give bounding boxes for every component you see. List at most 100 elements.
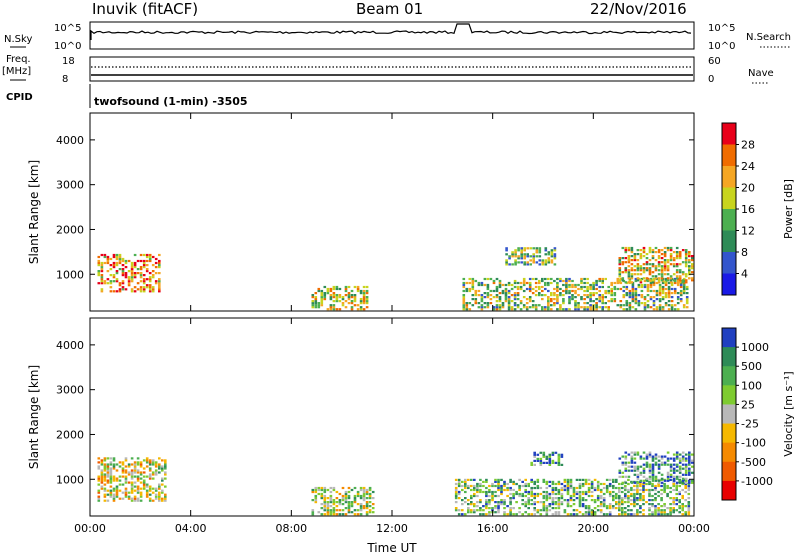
range-cell	[568, 292, 571, 295]
range-cell	[488, 511, 491, 514]
range-cell	[643, 285, 647, 289]
range-cell	[483, 302, 487, 305]
range-cell	[587, 482, 591, 486]
range-cell	[536, 486, 540, 490]
range-cell	[329, 511, 333, 514]
range-cell	[121, 272, 125, 275]
range-cell	[633, 269, 637, 272]
range-cell	[350, 308, 354, 311]
range-cell	[524, 484, 527, 488]
range-cell	[666, 457, 670, 460]
range-cell	[691, 279, 694, 282]
range-cell	[479, 513, 482, 516]
range-cell	[652, 308, 656, 311]
range-cell	[457, 497, 461, 500]
range-cell	[568, 298, 571, 301]
range-cell	[483, 296, 487, 299]
range-cell	[666, 273, 670, 276]
range-cell	[589, 300, 592, 303]
range-cell	[586, 277, 589, 281]
range-cell	[545, 499, 549, 502]
range-cell	[482, 505, 485, 508]
range-cell	[679, 300, 683, 303]
range-cell	[154, 463, 158, 466]
range-cell	[341, 296, 345, 299]
range-cell	[97, 264, 101, 267]
range-cell	[516, 281, 520, 285]
range-cell	[542, 453, 546, 456]
range-cell	[559, 294, 562, 297]
range-cell	[353, 509, 357, 512]
range-cell	[501, 302, 505, 305]
range-cell	[685, 300, 689, 303]
range-cell	[572, 499, 576, 502]
range-cell	[130, 274, 134, 277]
range-cell	[648, 507, 651, 510]
cpid-row: CPID twofsound (1-min) -3505	[6, 84, 248, 108]
range-cell	[601, 294, 604, 297]
range-cell	[344, 499, 348, 502]
range-cell	[663, 509, 666, 512]
range-cell	[681, 507, 684, 510]
range-cell	[654, 477, 658, 480]
range-cell	[628, 289, 632, 293]
range-cell	[130, 491, 134, 494]
range-cell	[681, 482, 684, 486]
range-cell	[580, 285, 583, 289]
range-cell	[608, 511, 612, 514]
range-cell	[636, 273, 640, 276]
range-cell	[344, 306, 348, 309]
range-cell	[672, 457, 676, 460]
range-cell	[688, 467, 691, 470]
range-cell	[618, 513, 621, 516]
range-cell	[112, 499, 116, 502]
range-cell	[618, 267, 622, 270]
range-cell	[587, 494, 591, 498]
range-cell	[525, 281, 529, 285]
range-cell	[521, 492, 524, 496]
range-cell	[657, 494, 660, 498]
range-cell	[648, 503, 651, 506]
range-cell	[663, 246, 667, 250]
range-cell	[347, 302, 351, 305]
range-cell	[595, 283, 598, 287]
range-cell	[587, 488, 591, 492]
range-cell	[640, 296, 644, 299]
nave-tick-bottom: 0	[708, 74, 714, 85]
range-cell	[504, 298, 508, 301]
range-cell	[368, 497, 372, 500]
range-cell	[548, 505, 552, 508]
range-cell	[504, 289, 508, 293]
colorbar-swatch	[722, 273, 736, 296]
range-cell	[676, 308, 680, 311]
range-cell	[566, 501, 570, 504]
range-cell	[544, 249, 548, 252]
range-cell	[538, 294, 541, 297]
range-cell	[533, 497, 536, 500]
range-cell	[651, 255, 655, 258]
range-cell	[491, 499, 494, 502]
range-cell	[335, 296, 339, 299]
range-cell	[494, 480, 497, 483]
range-cell	[471, 281, 475, 285]
range-cell	[465, 306, 469, 309]
range-cell	[473, 509, 476, 512]
range-cell	[673, 304, 677, 307]
range-cell	[115, 272, 119, 275]
range-cell	[642, 451, 646, 454]
range-cell	[601, 277, 604, 281]
range-cell	[476, 482, 479, 486]
range-cell	[616, 304, 620, 307]
range-cell	[139, 471, 143, 474]
range-cell	[681, 273, 685, 276]
range-cell	[520, 251, 523, 254]
range-cell	[688, 259, 691, 262]
range-cell	[636, 488, 639, 492]
range-cell	[314, 488, 318, 492]
range-cell	[584, 505, 588, 508]
range-cell	[636, 509, 639, 512]
range-cell	[605, 507, 609, 510]
range-cell	[608, 507, 612, 510]
range-cell	[636, 451, 640, 454]
range-cell	[489, 298, 493, 301]
